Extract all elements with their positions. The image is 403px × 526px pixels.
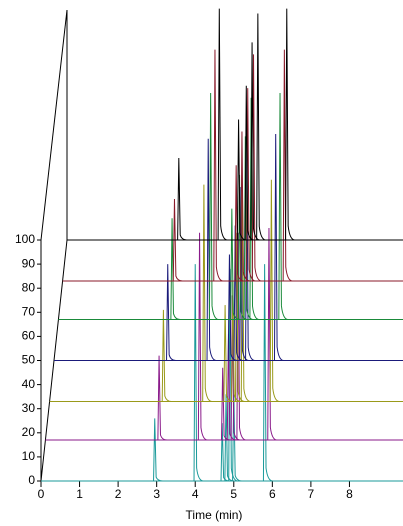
y-tick-label: 10 [22, 449, 36, 463]
peak [269, 179, 280, 402]
x-tick-label: 4 [192, 487, 199, 501]
peak [267, 227, 278, 441]
x-tick-label: 0 [38, 487, 45, 501]
peak [236, 232, 247, 441]
x-tick-label: 3 [153, 487, 160, 501]
peak [166, 264, 176, 361]
peak [256, 13, 266, 241]
peak [208, 92, 219, 321]
peak [234, 232, 245, 402]
peak [232, 389, 242, 482]
peak [202, 184, 212, 402]
peak [246, 88, 256, 282]
peak [249, 97, 260, 321]
peak [250, 42, 261, 241]
peak [193, 264, 204, 482]
peak [282, 49, 293, 282]
peak [233, 225, 244, 361]
y-tick-label: 80 [22, 280, 36, 294]
peak [170, 218, 181, 321]
peak [273, 133, 284, 361]
peak [262, 264, 273, 482]
x-tick-label: 1 [76, 487, 83, 501]
y-tick-label: 100 [15, 232, 35, 246]
x-tick-label: 6 [269, 487, 276, 501]
peak [217, 8, 228, 241]
peak [237, 174, 248, 321]
y-tick-label: 90 [22, 256, 36, 270]
y-tick-label: 70 [22, 304, 36, 318]
peak [251, 54, 262, 282]
peak [220, 367, 231, 441]
peak [240, 131, 250, 282]
peak [285, 8, 295, 241]
peak [239, 186, 250, 361]
peak [244, 85, 255, 241]
y-tick-label: 50 [22, 353, 36, 367]
peak [213, 49, 224, 282]
peak [161, 309, 172, 402]
peak [234, 165, 245, 282]
x-tick-label: 8 [346, 487, 353, 501]
x-tick-label: 7 [308, 487, 315, 501]
y-tick-label: 0 [28, 473, 35, 487]
peak [227, 254, 238, 361]
y-tick-label: 20 [22, 425, 36, 439]
peak [206, 138, 217, 361]
peak [240, 189, 251, 402]
y-tick-label: 60 [22, 329, 36, 343]
y-tick-label: 30 [22, 401, 36, 415]
peak [243, 136, 254, 321]
peak [172, 199, 183, 282]
peak [197, 232, 208, 441]
peak [245, 143, 255, 361]
peak [278, 92, 289, 321]
peak [153, 418, 163, 482]
peak [157, 355, 168, 441]
peak [230, 295, 241, 441]
y-tick-label: 40 [22, 377, 36, 391]
peak [177, 158, 187, 241]
x-tick-label: 2 [115, 487, 122, 501]
x-axis-title: Time (min) [186, 508, 243, 522]
x-tick-label: 5 [230, 487, 237, 501]
side-wall [40, 9, 68, 241]
